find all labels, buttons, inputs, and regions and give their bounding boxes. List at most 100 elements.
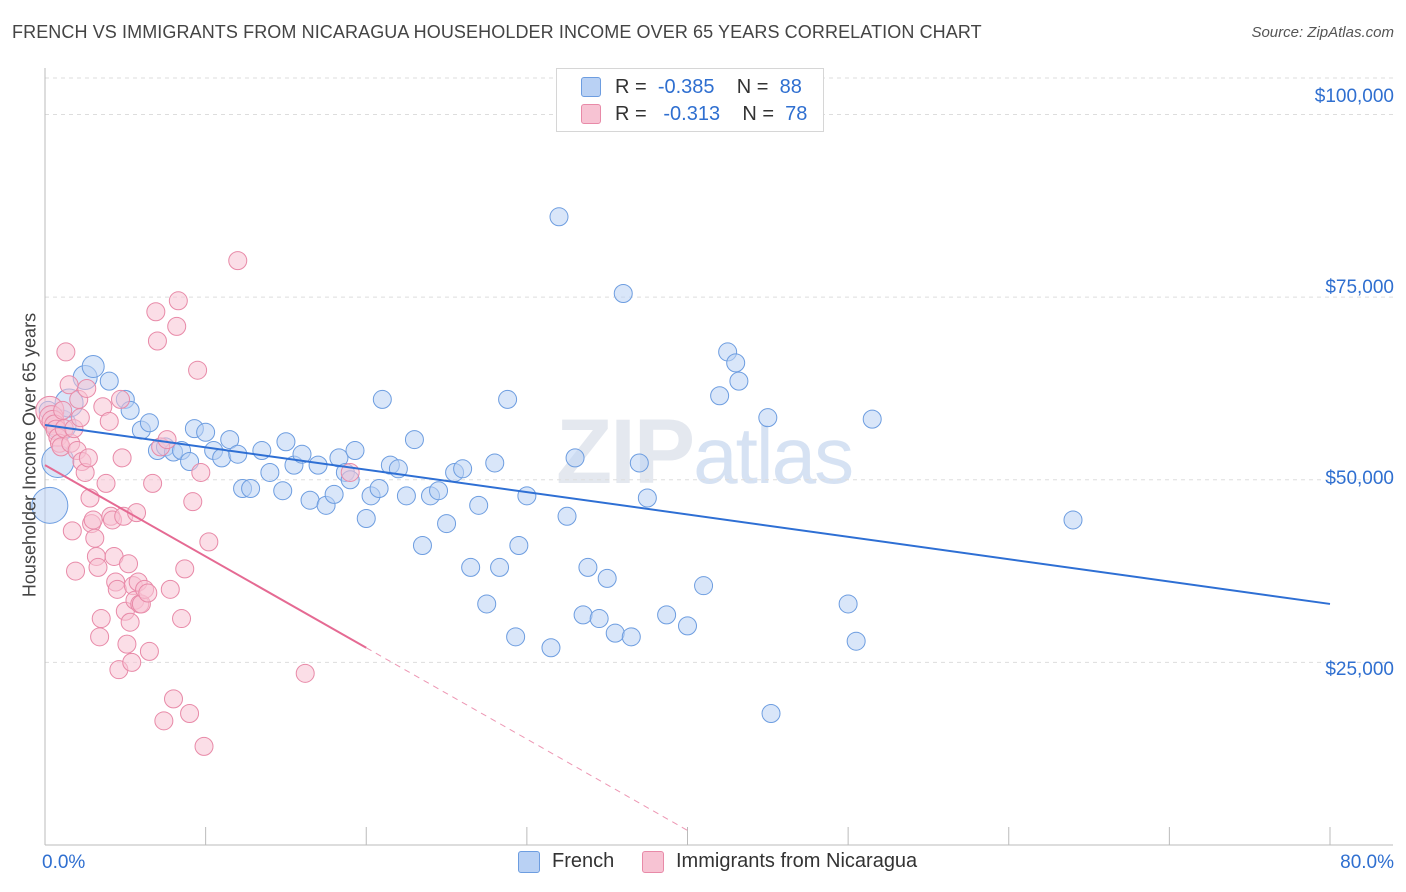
french-point-67: [589, 609, 609, 629]
french-point-48: [429, 481, 449, 501]
french-point-17: [196, 422, 216, 442]
nicaragua-point-44: [117, 634, 137, 654]
nicaragua-point-38: [107, 579, 127, 599]
french-point-64: [565, 448, 585, 468]
french-point-71: [621, 627, 641, 647]
nicaragua-point-30: [91, 609, 111, 629]
french-point-29: [292, 444, 312, 464]
french-point-44: [396, 486, 416, 506]
legend-n-value: 78: [785, 102, 808, 125]
nicaragua-point-32: [96, 473, 116, 493]
french-point-57: [498, 389, 518, 409]
french-point-77: [710, 386, 730, 406]
french-point-59: [509, 536, 529, 556]
french-point-51: [453, 459, 473, 479]
nicaragua-point-66: [168, 291, 188, 311]
french-point-79: [726, 353, 746, 373]
french-point-70: [613, 283, 633, 303]
french-point-38: [356, 508, 376, 528]
y-tick-label-25000: $25,000: [1325, 659, 1394, 680]
french-point-58: [506, 627, 526, 647]
nicaragua-point-19: [77, 378, 97, 398]
french-point-75: [678, 616, 697, 636]
french-point-82: [761, 704, 781, 724]
nicaragua-point-72: [191, 462, 211, 482]
french-point-56: [490, 557, 510, 577]
nicaragua-point-70: [183, 492, 203, 512]
legend-n-label: N =: [736, 75, 769, 98]
french-point-80: [729, 371, 749, 391]
watermark-atlas: atlas: [693, 411, 854, 500]
french-point-0: [31, 486, 69, 524]
nicaragua-point-20: [78, 448, 98, 468]
french-point-27: [276, 432, 296, 452]
french-point-73: [637, 488, 657, 508]
nicaragua-point-16: [70, 408, 90, 428]
series-swatch-nicaragua: [642, 850, 664, 873]
nicaragua-point-63: [160, 579, 180, 599]
chart-source: Source: ZipAtlas.com: [1251, 24, 1394, 41]
y-tick-label-50000: $50,000: [1325, 468, 1394, 489]
nicaragua-point-65: [167, 316, 187, 336]
french-point-68: [597, 568, 617, 588]
french-point-5: [81, 355, 105, 379]
french-point-86: [1063, 510, 1083, 530]
french-point-37: [345, 441, 365, 461]
legend-r-label: R =: [615, 102, 647, 125]
x-tick-label-min: 0.0%: [42, 852, 86, 873]
chart-title: FRENCH VS IMMIGRANTS FROM NICARAGUA HOUS…: [12, 22, 982, 42]
series-label-french: French: [552, 850, 615, 872]
nicaragua-point-26: [85, 528, 105, 548]
french-point-30: [300, 490, 320, 510]
french-point-61: [549, 207, 569, 227]
nicaragua-point-25: [83, 510, 103, 530]
french-point-83: [838, 594, 858, 614]
french-point-81: [758, 408, 778, 428]
legend-row-nicaragua: R = -0.313 N = 78: [581, 101, 807, 127]
legend-swatch-french: [581, 77, 601, 97]
french-point-6: [99, 371, 119, 391]
french-point-74: [657, 605, 677, 625]
french-point-46: [412, 536, 432, 556]
series-legend-nicaragua: Immigrants from Nicaragua: [642, 850, 917, 873]
french-point-65: [573, 605, 593, 625]
nicaragua-point-76: [295, 663, 315, 683]
nicaragua-point-28: [88, 557, 108, 577]
legend-n-label: N =: [742, 102, 774, 125]
french-point-40: [369, 479, 389, 499]
french-point-25: [260, 462, 280, 482]
french-point-53: [469, 495, 489, 515]
french-point-69: [605, 623, 625, 643]
y-tick-label-75000: $75,000: [1325, 277, 1394, 298]
legend-r-label: R =: [615, 75, 647, 98]
french-point-62: [541, 638, 561, 658]
nicaragua-point-23: [62, 521, 82, 541]
french-point-41: [372, 389, 392, 409]
nicaragua-point-24: [66, 561, 86, 581]
french-point-52: [461, 557, 481, 577]
french-point-66: [578, 557, 598, 577]
legend-r-value: -0.385: [657, 75, 715, 98]
nicaragua-point-64: [164, 689, 183, 709]
y-tick-label-100000: $100,000: [1314, 86, 1394, 107]
nicaragua-point-40: [110, 389, 130, 409]
nicaragua-point-58: [146, 302, 166, 322]
nicaragua-point-56: [139, 641, 159, 661]
french-point-63: [557, 506, 577, 526]
french-point-20: [220, 430, 240, 450]
legend-swatch-nicaragua: [581, 104, 601, 124]
french-point-49: [437, 514, 457, 534]
nicaragua-point-41: [112, 448, 132, 468]
series-swatch-french: [518, 850, 540, 873]
french-point-23: [241, 479, 261, 499]
french-point-85: [862, 409, 882, 429]
nicaragua-point-69: [180, 704, 200, 724]
french-point-45: [404, 430, 424, 450]
nicaragua-point-29: [90, 627, 110, 647]
nicaragua-point-46: [120, 612, 140, 632]
french-point-60: [517, 486, 537, 506]
nicaragua-point-33: [99, 411, 119, 431]
nicaragua-point-75: [228, 251, 248, 271]
nicaragua-point-62: [157, 430, 177, 450]
